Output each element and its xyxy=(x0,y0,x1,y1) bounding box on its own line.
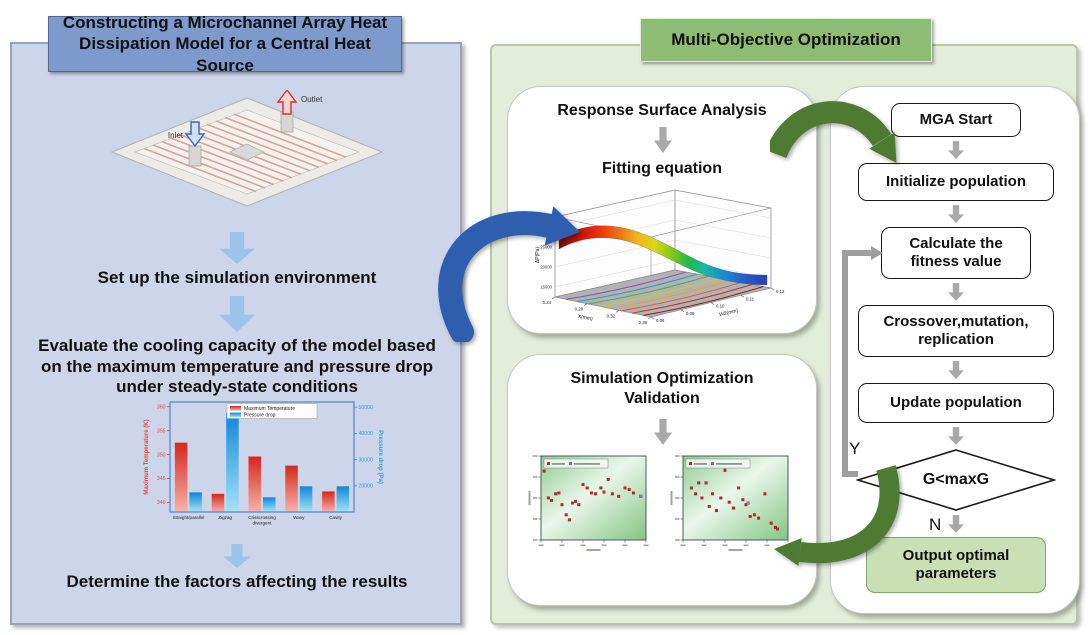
svg-text:Maximum Temperature (K): Maximum Temperature (K) xyxy=(144,419,150,494)
svg-text:0.24: 0.24 xyxy=(543,300,552,305)
svg-text:Pressure drop: Pressure drop xyxy=(244,413,276,419)
validation-box: Simulation Optimization Validation xyxy=(507,354,817,606)
svg-text:Zigzag: Zigzag xyxy=(218,515,232,520)
microchannel-model-illustration: Inlet Outlet xyxy=(110,90,384,207)
svg-text:0.28: 0.28 xyxy=(575,307,584,312)
outlet-port xyxy=(276,90,298,133)
svg-text:0.09: 0.09 xyxy=(686,311,695,316)
down-arrow-icon xyxy=(948,141,964,159)
response-surface-title: Response Surface Analysis xyxy=(557,102,767,119)
yes-label: Y xyxy=(849,439,861,458)
decision-label: G<maxG xyxy=(922,470,990,488)
svg-text:0.36: 0.36 xyxy=(639,320,648,325)
model-construction-panel: Inlet Outlet Set up the simulation envir… xyxy=(10,42,462,625)
flow-arrow-down-icon xyxy=(219,296,255,332)
svg-text:W2(mm): W2(mm) xyxy=(719,308,739,318)
outlet-label: Outlet xyxy=(301,95,323,104)
outlet-arrow-icon xyxy=(276,90,298,115)
down-arrow-icon xyxy=(654,127,672,153)
down-arrow-icon xyxy=(948,427,964,445)
svg-text:0.10: 0.10 xyxy=(716,304,725,309)
step-evaluate: Evaluate the cooling capacity of the mod… xyxy=(38,336,436,397)
down-arrow-icon xyxy=(948,205,964,223)
node-update-population: Update population xyxy=(858,383,1054,423)
svg-text:0.12: 0.12 xyxy=(776,289,785,294)
no-label: N xyxy=(929,515,942,534)
svg-text:40000: 40000 xyxy=(359,431,374,437)
svg-text:Crisscrossing: Crisscrossing xyxy=(248,515,276,520)
channel-stripes xyxy=(143,113,347,193)
node-initialize-population: Initialize population xyxy=(858,163,1054,201)
fitting-equation-label: Fitting equation xyxy=(602,160,722,177)
green-curved-arrow-bottom-icon xyxy=(774,465,900,566)
step-setup: Set up the simulation environment xyxy=(97,268,377,287)
svg-text:X(mm): X(mm) xyxy=(577,314,593,323)
svg-text:20000: 20000 xyxy=(540,265,552,270)
optimization-panel: Response Surface Analysis Fitting equati… xyxy=(490,44,1080,625)
svg-text:Wavy: Wavy xyxy=(293,515,305,520)
svg-text:360: 360 xyxy=(157,404,166,410)
down-arrow-icon xyxy=(654,419,672,445)
inlet-label: Inlet xyxy=(168,131,184,140)
svg-text:350: 350 xyxy=(157,452,166,458)
green-curved-arrow-top-icon xyxy=(770,101,897,163)
svg-text:Straight/parallel: Straight/parallel xyxy=(172,515,204,520)
down-arrow-icon xyxy=(948,515,964,533)
svg-text:30000: 30000 xyxy=(359,457,374,463)
svg-text:0.08: 0.08 xyxy=(656,318,665,323)
validation-title: Simulation Optimization Validation xyxy=(570,370,754,407)
inlet-arrow-icon xyxy=(184,121,206,148)
flow-arrow-down-icon xyxy=(219,232,255,264)
node-calculate-fitness: Calculate the fitness value xyxy=(881,227,1031,279)
node-mga-start: MGA Start xyxy=(891,103,1021,137)
svg-text:340: 340 xyxy=(157,500,166,506)
heat-source-square xyxy=(229,143,265,161)
svg-text:0.32: 0.32 xyxy=(607,313,616,318)
svg-text:50000: 50000 xyxy=(359,405,374,411)
svg-text:divergent: divergent xyxy=(253,521,273,526)
svg-text:Pressure drop (Pa): Pressure drop (Pa) xyxy=(377,430,383,484)
down-arrow-icon xyxy=(948,283,964,301)
scatter-plot-right xyxy=(670,455,791,551)
inlet-port xyxy=(184,121,206,167)
feedback-arrowhead-icon xyxy=(871,246,883,260)
svg-text:Cavity: Cavity xyxy=(329,515,342,520)
scatter-plot-left xyxy=(528,455,649,551)
node-crossover-mutation: Crossover,mutation, replication xyxy=(858,305,1054,357)
svg-text:20000: 20000 xyxy=(359,484,374,490)
right-panel-title: Multi-Objective Optimization xyxy=(640,18,932,62)
blue-curved-arrow-icon xyxy=(438,206,580,342)
svg-text:15000: 15000 xyxy=(540,285,552,290)
flow-arrow-down-icon xyxy=(223,544,251,568)
svg-text:345: 345 xyxy=(157,476,166,482)
left-panel-title: Constructing a Microchannel Array Heat D… xyxy=(48,13,402,75)
feedback-loop-path xyxy=(842,246,883,477)
svg-text:25000: 25000 xyxy=(540,245,552,250)
svg-text:0.11: 0.11 xyxy=(746,296,755,301)
down-arrow-icon xyxy=(948,361,964,379)
node-output-parameters: Output optimal parameters xyxy=(866,537,1046,593)
svg-text:Maximum Temperature: Maximum Temperature xyxy=(244,406,295,412)
bar-chart: Straight/parallel Zigzag Crisscrossingdive… xyxy=(144,401,383,526)
svg-text:355: 355 xyxy=(157,428,166,434)
step-determine: Determine the factors affecting the resu… xyxy=(66,572,408,591)
surface-plot: 15000200002500030000ΔP(Pa)0.240.280.320.… xyxy=(535,189,785,325)
response-surface-box: Response Surface Analysis Fitting equati… xyxy=(507,86,817,334)
svg-text:ΔP(Pa): ΔP(Pa) xyxy=(535,247,541,263)
